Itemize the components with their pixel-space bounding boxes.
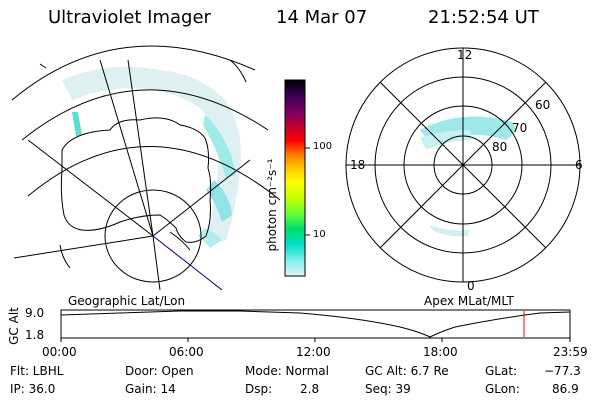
status-dsp-value: 2.8 <box>300 382 320 396</box>
status-gain: Gain: 14 <box>125 382 176 396</box>
geo-aurora-emission <box>62 66 241 248</box>
colorbar <box>284 79 310 277</box>
status-glat-label: GLat: <box>485 364 518 378</box>
colorbar-tick-100: 100 <box>313 141 333 152</box>
polar-plot-label: Apex MLat/MLT <box>424 294 514 308</box>
alt-xtick-1200: 12:00 <box>296 345 331 359</box>
status-mode: Mode: Normal <box>245 364 329 378</box>
lat-label-70: 70 <box>512 121 528 135</box>
status-ip: IP: 36.0 <box>10 382 56 396</box>
status-dsp-label: Dsp: <box>245 382 273 396</box>
status-glon-label: GLon: <box>485 382 520 396</box>
colorbar-unit-label: photon cm⁻²s⁻¹ <box>265 158 279 252</box>
status-filter: Flt: LBHL <box>10 364 64 378</box>
mlt-label-right: 6 <box>575 158 583 172</box>
alt-ylabel-wrap: GC Alt <box>6 306 21 346</box>
polar-aurora-emission <box>420 116 515 237</box>
status-glon-value: 86.9 <box>552 382 579 396</box>
alt-ytick-high: 9.0 <box>25 306 45 320</box>
status-seq: Seq: 39 <box>365 382 411 396</box>
colorbar-unit-label-wrap: photon cm⁻²s⁻¹ <box>262 150 279 260</box>
header-time: 21:52:54 UT <box>428 7 539 28</box>
polar-plot <box>345 47 581 283</box>
geo-map-label: Geographic Lat/Lon <box>68 294 186 308</box>
lat-label-80: 80 <box>492 140 508 154</box>
geo-map <box>11 45 281 291</box>
alt-xtick-0000: 00:00 <box>42 345 77 359</box>
alt-xtick-1800: 18:00 <box>423 345 458 359</box>
mlt-label-bottom: 0 <box>467 279 475 293</box>
colorbar-tick-10: 10 <box>313 229 326 240</box>
status-gc-alt: GC Alt: 6.7 Re <box>365 364 449 378</box>
alt-xtick-0600: 06:00 <box>169 345 204 359</box>
mlt-label-top: 12 <box>457 48 473 62</box>
alt-ylabel: GC Alt <box>7 307 21 345</box>
app-title: Ultraviolet Imager <box>48 7 211 28</box>
status-door: Door: Open <box>125 364 194 378</box>
altitude-plot <box>60 309 571 342</box>
mlt-label-left: 18 <box>350 158 366 172</box>
alt-xtick-2359: 23:59 <box>553 345 588 359</box>
status-glat-value: −77.3 <box>544 364 581 378</box>
lat-label-60: 60 <box>535 98 551 112</box>
header-date: 14 Mar 07 <box>276 7 368 28</box>
alt-ytick-low: 1.8 <box>25 328 45 342</box>
